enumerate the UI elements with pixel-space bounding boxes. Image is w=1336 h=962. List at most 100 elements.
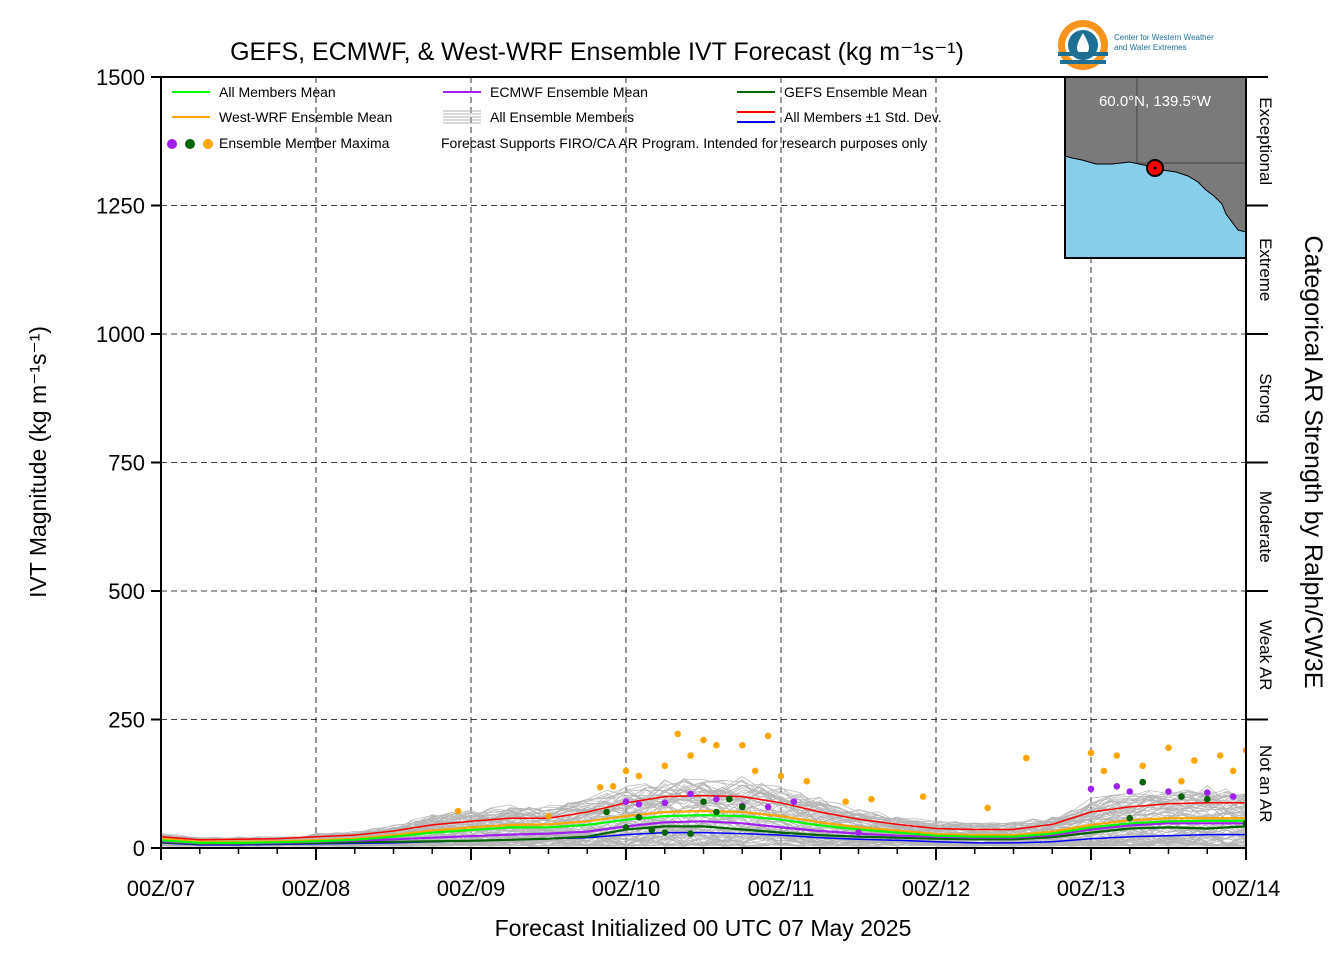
y-tick-label: 0	[133, 836, 145, 861]
x-tick-label: 00Z/14	[1212, 876, 1281, 901]
member-maximum-point	[855, 829, 862, 836]
legend-label-ecmwf-mean: ECMWF Ensemble Mean	[490, 84, 648, 100]
x-axis: 00Z/07 00Z/08 00Z/09 00Z/10 00Z/11 00Z/12 00Z/…	[127, 848, 1281, 901]
member-maximum-point	[726, 795, 733, 803]
member-maximum-point	[687, 790, 694, 798]
member-maximum-point	[803, 777, 811, 785]
ensemble-member-line	[161, 781, 1246, 841]
logo-text-line2: and Water Extremes	[1114, 43, 1187, 52]
y-tick-label: 1250	[96, 194, 145, 219]
y-tick-label: 1000	[96, 322, 145, 347]
legend-label-gefs-mean: GEFS Ensemble Mean	[784, 84, 927, 100]
member-maximum-point	[700, 736, 707, 744]
inset-map: 60.0°N, 139.5°W	[1064, 76, 1247, 259]
member-maximum-point	[687, 752, 694, 759]
category-axis: Not an AR Weak AR Moderate Strong Extreme Exc…	[1246, 76, 1275, 823]
gefs-mean-line	[161, 825, 1246, 846]
cw3e-logo: Center for Western Weather and Water Ext…	[1058, 20, 1214, 70]
inset-map-land	[1065, 77, 1246, 233]
all-members-mean-line	[161, 813, 1246, 845]
member-maximum-point	[596, 784, 604, 791]
member-maximum-point	[1191, 757, 1198, 764]
inset-map-label: 60.0°N, 139.5°W	[1099, 93, 1212, 110]
std-dev-upper-line	[161, 794, 1246, 841]
category-axis-label: Categorical AR Strength by Ralph/CW3E	[1299, 236, 1327, 689]
member-maximum-point	[1113, 783, 1121, 790]
member-maximum-point	[842, 798, 849, 805]
y-axis-label: IVT Magnitude (kg m⁻¹s⁻¹)	[25, 326, 51, 598]
member-maximum-point	[661, 762, 669, 770]
member-maximum-point	[919, 793, 927, 800]
member-maximum-point	[1178, 777, 1185, 785]
member-maximum-point	[1113, 752, 1121, 759]
member-maximum-point	[713, 808, 720, 816]
member-maximum-point	[713, 741, 720, 749]
y-tick-label: 1500	[96, 65, 145, 90]
legend-dot-ecmwf	[167, 139, 177, 149]
member-maximum-point	[1139, 762, 1146, 770]
member-maximum-point	[545, 812, 552, 820]
y-tick-label: 750	[108, 451, 145, 476]
member-maximum-point	[1087, 785, 1095, 793]
member-maximum-point	[622, 798, 630, 805]
x-tick-label: 00Z/12	[902, 876, 971, 901]
category-label: Extreme	[1256, 238, 1275, 301]
member-maximum-point	[1126, 788, 1134, 795]
member-maximum-point	[635, 813, 643, 821]
ensemble-member-line	[161, 787, 1246, 841]
chart-title: GEFS, ECMWF, & West-WRF Ensemble IVT For…	[230, 38, 964, 66]
member-maximum-point	[764, 732, 772, 740]
y-tick-label: 500	[108, 579, 145, 604]
legend-label-all-members: All Ensemble Members	[490, 109, 634, 125]
legend-label-std-dev: All Members ±1 Std. Dev.	[784, 109, 942, 125]
member-maximum-point	[1216, 752, 1224, 759]
member-maximum-point	[1165, 788, 1172, 795]
y-tick-label: 250	[108, 708, 145, 733]
member-maximum-point	[1204, 789, 1211, 796]
member-maximum-point	[868, 795, 875, 803]
member-maximum-point	[661, 799, 669, 807]
ensemble-member-line	[161, 825, 1246, 847]
category-label: Strong	[1256, 373, 1275, 423]
x-tick-label: 00Z/11	[748, 876, 815, 901]
member-maximum-point	[1178, 793, 1185, 800]
legend-dot-gefs	[185, 139, 195, 149]
member-maximum-point	[661, 829, 669, 836]
member-maximum-point	[777, 772, 785, 780]
member-maximum-point	[454, 807, 462, 815]
member-maximum-point	[700, 798, 707, 805]
member-maximum-point	[764, 803, 772, 811]
legend-note: Forecast Supports FIRO/CA AR Program. In…	[441, 135, 927, 151]
category-label: Weak AR	[1256, 620, 1275, 691]
member-maximum-point	[1087, 749, 1095, 757]
category-label: Not an AR	[1256, 745, 1275, 823]
member-maximum-point	[1139, 778, 1146, 786]
ensemble-member-line	[161, 836, 1246, 847]
x-tick-label: 00Z/13	[1057, 876, 1126, 901]
category-label: Exceptional	[1256, 97, 1275, 185]
y-axis: 0 250 500 750 1000 1250 1500	[96, 65, 161, 861]
member-maximum-point	[739, 741, 746, 749]
member-maximum-point	[603, 808, 610, 816]
member-maximum-point	[609, 783, 617, 790]
series-lines	[161, 794, 1246, 846]
member-maximum-point	[648, 826, 656, 834]
legend-swatch-all-members	[443, 110, 481, 124]
category-label: Moderate	[1256, 491, 1275, 563]
member-maximum-point	[984, 804, 991, 812]
member-maximum-point	[1100, 767, 1108, 775]
member-maximum-point	[674, 730, 681, 738]
member-maximum-point	[622, 824, 630, 831]
member-maximum-point	[1229, 767, 1237, 775]
x-axis-label: Forecast Initialized 00 UTC 07 May 2025	[495, 915, 912, 941]
member-maximum-point	[635, 801, 643, 808]
logo-text-line1: Center for Western Weather	[1114, 33, 1214, 42]
x-tick-label: 00Z/07	[127, 876, 196, 901]
location-marker-center	[1153, 166, 1157, 170]
legend-label-westwrf-mean: West-WRF Ensemble Mean	[219, 109, 392, 125]
member-maximum-point	[713, 795, 720, 803]
member-maximum-point	[790, 798, 798, 805]
member-maximum-point	[1165, 744, 1172, 752]
x-tick-label: 00Z/08	[282, 876, 351, 901]
